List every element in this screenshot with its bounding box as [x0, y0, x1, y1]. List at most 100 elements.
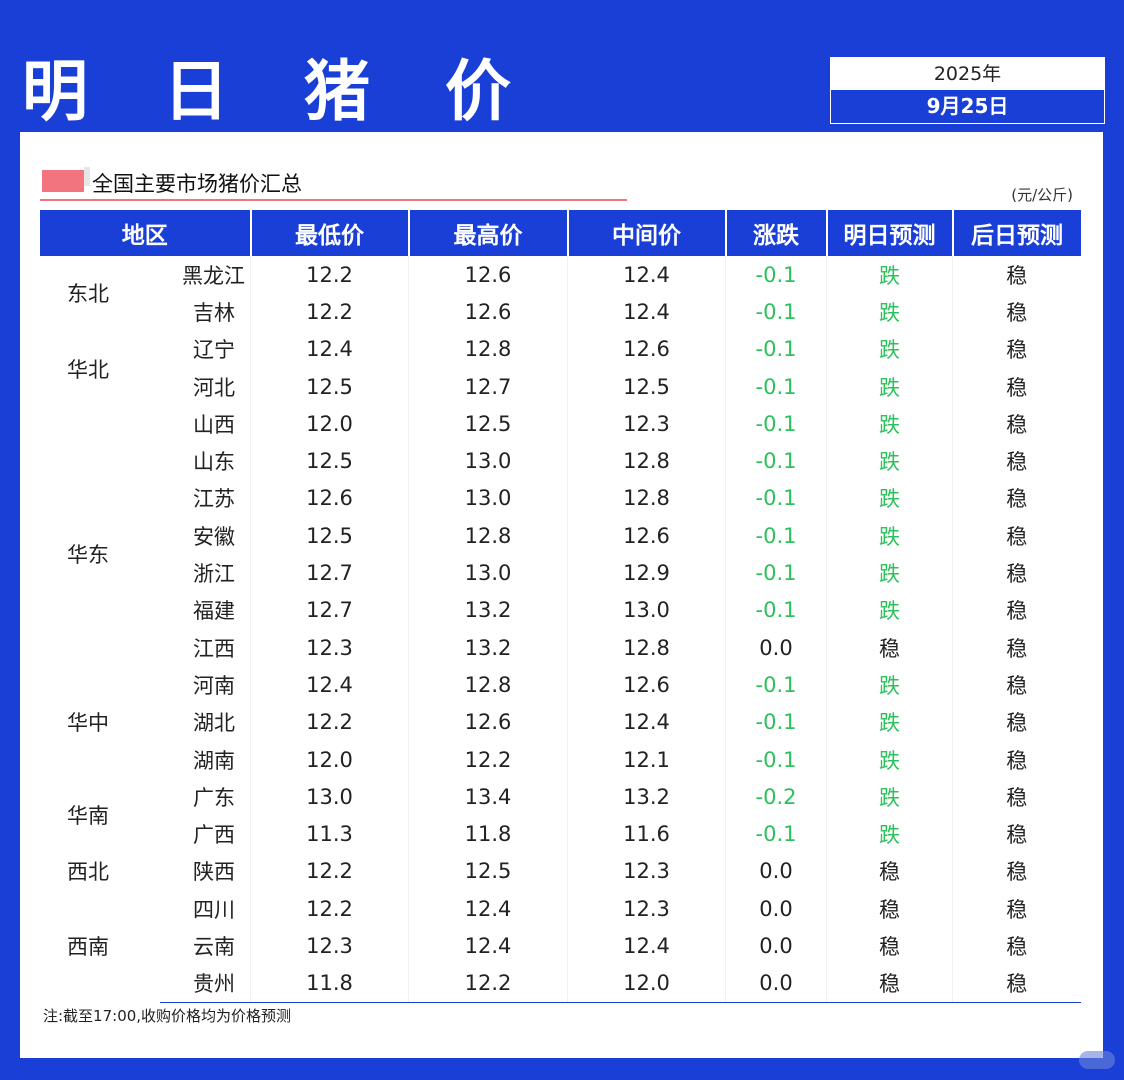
- mid-price-cell: 12.9: [567, 554, 726, 592]
- col-header-region: 地区: [40, 210, 251, 256]
- mid-price-cell: 12.3: [567, 852, 726, 891]
- change-cell: -0.1: [725, 815, 827, 853]
- change-cell: -0.1: [725, 740, 827, 779]
- low-price-cell: 12.6: [250, 479, 409, 518]
- region-label: 西南: [67, 935, 109, 960]
- col-header-high: 最高价: [407, 210, 568, 256]
- high-price-cell: 12.8: [408, 517, 568, 555]
- col-header-change: 涨跌: [724, 210, 827, 256]
- forecast-tomorrow-cell: 跌: [826, 703, 953, 741]
- mid-price-cell: 12.4: [567, 256, 726, 294]
- mid-price-cell: 12.3: [567, 890, 726, 928]
- region-cell: 西北: [40, 853, 160, 890]
- table-body: 东北 黑龙江 12.2 12.6 12.4 -0.1 跌稳吉林 12.2 12.6 12.4 -0.…: [40, 256, 1081, 1003]
- change-cell: -0.1: [725, 591, 827, 629]
- mid-price-cell: 12.8: [567, 442, 726, 480]
- region-cell: 华中: [40, 666, 160, 778]
- table-header-row: 地区 最低价 最高价 中间价 涨跌 明日预测 后日预测: [40, 210, 1081, 256]
- date-day: 9月25日: [926, 94, 1009, 118]
- table-row: 云南 12.3 12.4 12.4 0.0 稳稳: [40, 927, 1081, 965]
- forecast-day-after-cell: 稳: [952, 293, 1081, 331]
- province-label: 辽宁: [193, 338, 235, 363]
- mid-price-cell: 12.6: [567, 666, 726, 704]
- mid-price-cell: 13.2: [567, 778, 726, 816]
- province-label: 吉林: [193, 300, 235, 325]
- region-cell: 华北: [40, 331, 160, 443]
- region-label: 华北: [67, 357, 109, 382]
- province-label: 江西: [193, 636, 235, 661]
- low-price-cell: 11.3: [250, 815, 409, 853]
- forecast-day-after-cell: 稳: [952, 591, 1081, 629]
- table-row: 湖南 12.0 12.2 12.1 -0.1 跌稳: [40, 740, 1081, 779]
- high-price-cell: 12.5: [408, 852, 568, 891]
- province-label: 贵州: [193, 972, 235, 997]
- province-label: 山西: [193, 412, 235, 437]
- mid-price-cell: 12.6: [567, 517, 726, 555]
- mid-price-cell: 12.8: [567, 628, 726, 667]
- high-price-cell: 12.5: [408, 405, 568, 443]
- mid-price-cell: 11.6: [567, 815, 726, 853]
- change-cell: -0.1: [725, 442, 827, 480]
- forecast-tomorrow-cell: 跌: [826, 778, 953, 816]
- province-label: 山东: [193, 450, 235, 475]
- change-cell: -0.1: [725, 554, 827, 592]
- high-price-cell: 11.8: [408, 815, 568, 853]
- mid-price-cell: 12.5: [567, 367, 726, 406]
- region-label: 华东: [67, 543, 109, 568]
- high-price-cell: 12.4: [408, 890, 568, 928]
- province-label: 广西: [193, 823, 235, 848]
- mid-price-cell: 13.0: [567, 591, 726, 629]
- forecast-tomorrow-cell: 跌: [826, 442, 953, 480]
- change-cell: -0.1: [725, 517, 827, 555]
- province-cell: 河北: [160, 368, 251, 405]
- province-cell: 广西: [160, 815, 251, 852]
- high-price-cell: 12.2: [408, 740, 568, 779]
- mid-price-cell: 12.1: [567, 740, 726, 779]
- mid-price-cell: 12.6: [567, 330, 726, 368]
- high-price-cell: 13.2: [408, 628, 568, 667]
- change-cell: -0.1: [725, 405, 827, 443]
- high-price-cell: 12.6: [408, 703, 568, 741]
- high-price-cell: 12.4: [408, 927, 568, 965]
- high-price-cell: 13.0: [408, 479, 568, 518]
- province-cell: 云南: [160, 927, 251, 964]
- high-price-cell: 12.8: [408, 330, 568, 368]
- mid-price-cell: 12.8: [567, 479, 726, 518]
- forecast-tomorrow-cell: 跌: [826, 330, 953, 368]
- low-price-cell: 12.2: [250, 890, 409, 928]
- forecast-day-after-cell: 稳: [952, 964, 1081, 1003]
- forecast-day-after-cell: 稳: [952, 778, 1081, 816]
- table-row: 华中 河南 12.4 12.8 12.6 -0.1 跌稳: [40, 666, 1081, 735]
- forecast-tomorrow-cell: 稳: [826, 628, 953, 667]
- forecast-tomorrow-cell: 跌: [826, 405, 953, 443]
- table-row: 河北 12.5 12.7 12.5 -0.1 跌稳: [40, 367, 1081, 406]
- province-label: 云南: [193, 934, 235, 959]
- region-cell: 华东: [40, 442, 160, 666]
- low-price-cell: 12.2: [250, 256, 409, 294]
- mid-price-cell: 12.4: [567, 293, 726, 331]
- province-cell: 辽宁: [160, 331, 251, 368]
- forecast-tomorrow-cell: 稳: [826, 964, 953, 1003]
- region-label: 华南: [67, 804, 109, 829]
- change-cell: 0.0: [725, 890, 827, 928]
- table-row: 安徽 12.5 12.8 12.6 -0.1 跌稳: [40, 517, 1081, 555]
- col-header-mid: 中间价: [566, 210, 726, 256]
- table-row: 湖北 12.2 12.6 12.4 -0.1 跌稳: [40, 703, 1081, 741]
- province-label: 安徽: [193, 524, 235, 549]
- section-underline: [40, 199, 627, 201]
- forecast-tomorrow-cell: 跌: [826, 517, 953, 555]
- forecast-day-after-cell: 稳: [952, 852, 1081, 891]
- low-price-cell: 12.2: [250, 703, 409, 741]
- date-box: 2025年 9月25日: [830, 57, 1105, 124]
- province-cell: 安徽: [160, 517, 251, 554]
- watermark-badge: [1079, 1051, 1115, 1069]
- province-cell: 湖南: [160, 741, 251, 778]
- province-cell: 广东: [160, 778, 251, 815]
- province-cell: 湖北: [160, 704, 251, 741]
- province-cell: 山西: [160, 405, 251, 442]
- province-label: 湖北: [193, 711, 235, 736]
- forecast-tomorrow-cell: 跌: [826, 666, 953, 704]
- mid-price-cell: 12.4: [567, 703, 726, 741]
- table-row: 华东 山东 12.5 13.0 12.8 -0.1 跌稳: [40, 442, 1081, 567]
- low-price-cell: 12.5: [250, 442, 409, 480]
